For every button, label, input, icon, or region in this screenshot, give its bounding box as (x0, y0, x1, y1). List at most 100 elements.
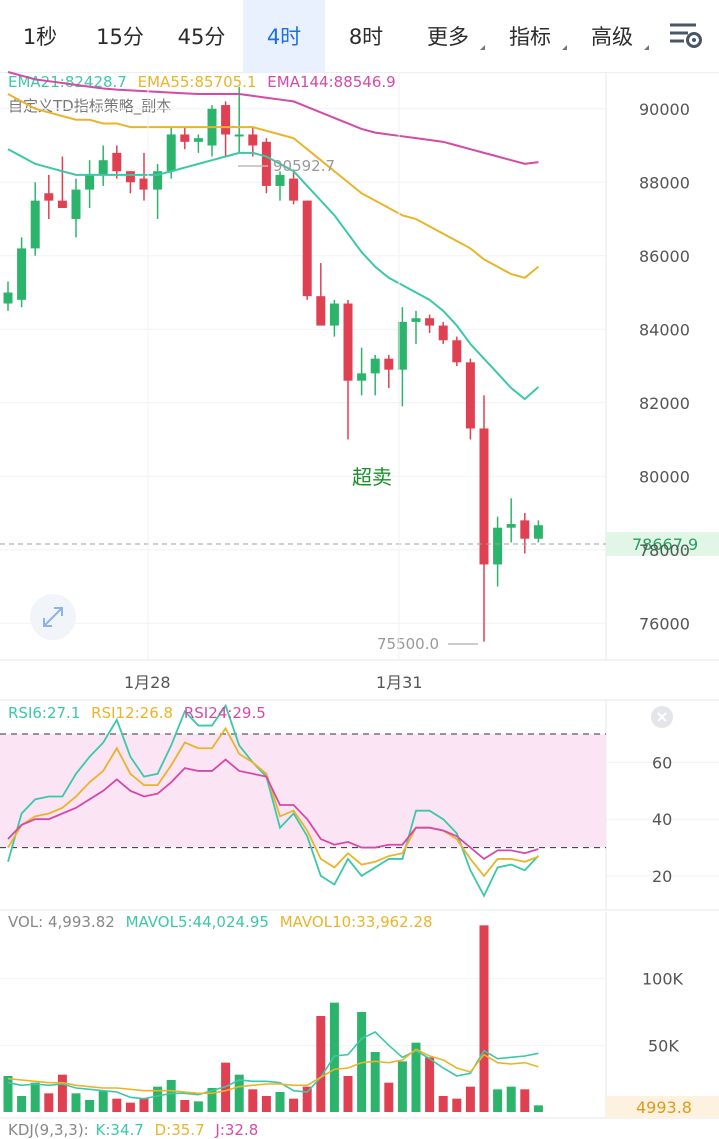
kdj-d-legend: D:35.7 (154, 1121, 205, 1139)
kdj-title: KDJ(9,3,3): (8, 1121, 89, 1139)
volume-tick-label: 100K (642, 970, 684, 989)
volume-bar (452, 1098, 462, 1112)
price-axis: 90000 88000 86000 84000 82000 80000 7800… (639, 100, 690, 634)
rsi-axis: 60 40 20 (652, 753, 672, 886)
price-tick-label: 86000 (639, 247, 690, 266)
candle-body (329, 303, 339, 326)
candle-body (384, 358, 394, 370)
candle-body (479, 428, 489, 565)
price-tick-label: 78000 (639, 541, 690, 560)
candle-body (302, 200, 312, 297)
ema55-line (7, 93, 540, 279)
kdj-k-legend: K:34.7 (95, 1121, 144, 1139)
candle-body (397, 321, 407, 370)
volume-bar (30, 1082, 40, 1112)
price-tick-label: 88000 (639, 173, 690, 192)
rsi-legend: RSI6:27.1 RSI12:26.8 RSI24:29.5 (8, 704, 272, 722)
candle-body (425, 318, 435, 326)
volume-bar (180, 1100, 190, 1112)
candle-body (180, 134, 190, 142)
volume-bar (506, 1086, 516, 1112)
volume-bar (493, 1089, 503, 1112)
chart-settings-icon[interactable] (662, 18, 706, 54)
vol-legend: VOL: 4,993.82 (8, 913, 115, 931)
volume-bar (153, 1086, 163, 1112)
volume-bar (248, 1089, 258, 1112)
tab-more[interactable]: 更多 (407, 0, 489, 72)
candle-body (57, 200, 67, 208)
candle-body (289, 178, 299, 201)
ema55-legend: EMA55:85705.1 (137, 73, 257, 91)
volume-bar (316, 1016, 326, 1112)
volume-bar (234, 1074, 244, 1112)
candle-body (17, 248, 27, 300)
rsi-lines (7, 703, 540, 898)
time-tick-label: 1月28 (124, 673, 171, 692)
ema144-line (7, 71, 539, 165)
last-price-tag (606, 532, 719, 556)
volume-bar (343, 1076, 353, 1112)
volume-bar (370, 1052, 380, 1112)
rsi24-line (7, 758, 539, 861)
candle-body (506, 524, 516, 528)
candle-body (30, 200, 40, 249)
interval-tab-bar: 1秒 15分 45分 4时 8时 更多 指标 高级 (0, 0, 719, 73)
candle-body (520, 520, 530, 539)
volume-bar (384, 1082, 394, 1112)
volume-bar (17, 1096, 27, 1112)
ema-lines (7, 71, 540, 401)
mavol10-line (7, 1048, 539, 1095)
tab-45m[interactable]: 45分 (177, 25, 226, 49)
last-volume-label: 4993.8 (636, 1098, 692, 1117)
candle-body (465, 362, 475, 429)
candle-body (275, 174, 285, 186)
tab-8h[interactable]: 8时 (348, 25, 384, 49)
volume-bar (465, 1086, 475, 1112)
price-tick-label: 76000 (639, 614, 690, 633)
candle-body (261, 141, 271, 186)
volume-bar (125, 1102, 135, 1112)
candle-body (193, 138, 203, 142)
volume-bar (438, 1096, 448, 1112)
volume-bar (193, 1101, 203, 1112)
rsi-grid (0, 733, 719, 877)
vol-grid (0, 978, 606, 1046)
candle-body (3, 292, 13, 304)
close-icon[interactable] (651, 706, 673, 728)
tab-15m[interactable]: 15分 (96, 25, 144, 49)
candle-body (166, 134, 176, 172)
candle-body (493, 527, 503, 565)
volume-legend: VOL: 4,993.82 MAVOL5:44,024.95 MAVOL10:3… (8, 913, 439, 931)
candle-body (139, 178, 149, 190)
dropdown-caret-icon (480, 45, 485, 50)
tab-advanced[interactable]: 高级 (571, 0, 653, 72)
tab-1s[interactable]: 1秒 (22, 25, 58, 49)
expand-arrows-icon[interactable] (30, 594, 76, 640)
tab-4h[interactable]: 4时 (243, 0, 325, 72)
candle-body (98, 160, 108, 175)
volume-bar (112, 1098, 122, 1112)
candle-body (316, 296, 326, 326)
rsi6-legend: RSI6:27.1 (8, 704, 81, 722)
volume-bar (397, 1061, 407, 1112)
candle-body (85, 174, 95, 190)
candle-body (234, 134, 244, 137)
ema21-legend: EMA21:82428.7 (8, 73, 127, 91)
candle-body (221, 105, 231, 135)
price-tick-label: 80000 (639, 467, 690, 486)
candle-body (411, 318, 421, 322)
candle-body (71, 189, 81, 219)
mavol-lines (7, 1031, 539, 1100)
candle-body (370, 358, 380, 374)
candle-body (44, 193, 54, 201)
volume-bars (3, 925, 543, 1112)
volume-bar (533, 1105, 543, 1112)
oversold-annotation: 超卖 (352, 465, 392, 489)
tab-indicators[interactable]: 指标 (489, 0, 571, 72)
mavol5-legend: MAVOL5:44,024.95 (125, 913, 269, 931)
volume-bar (57, 1074, 67, 1112)
rsi12-legend: RSI12:26.8 (91, 704, 174, 722)
low-price-label: 75500.0 (377, 635, 439, 653)
volume-tick-label: 50K (648, 1036, 679, 1055)
